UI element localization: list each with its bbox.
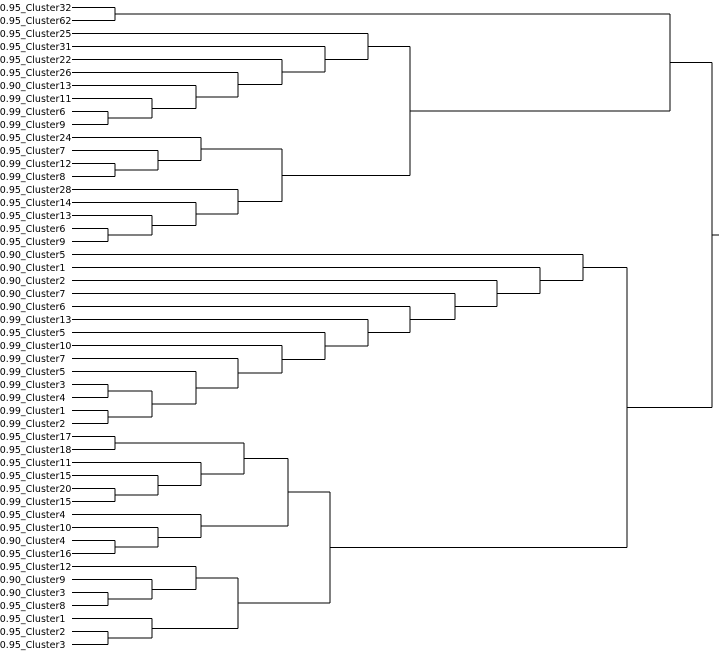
leaf-label: _0.95_Cluster32	[0, 3, 71, 14]
leaf-label: _0.99_Cluster13	[0, 315, 71, 326]
leaf-label: _0.95_Cluster13	[0, 211, 71, 222]
leaf-label: _0.95_Cluster20	[0, 484, 71, 495]
leaf-label: _0.95_Cluster6	[0, 224, 65, 235]
leaf-label: _0.99_Cluster2	[0, 419, 65, 430]
leaf-label: _0.99_Cluster7	[0, 354, 65, 365]
leaf-label: _0.99_Cluster10	[0, 341, 71, 352]
leaf-label: _0.95_Cluster9	[0, 237, 65, 248]
leaf-label: _0.95_Cluster17	[0, 432, 71, 443]
leaf-label: _0.99_Cluster1	[0, 406, 65, 417]
leaf-label: _0.95_Cluster3	[0, 640, 65, 651]
leaf-label: _0.95_Cluster14	[0, 198, 71, 209]
leaf-label: _0.99_Cluster11	[0, 94, 71, 105]
leaf-label: _0.90_Cluster2	[0, 276, 65, 287]
leaf-label: _0.95_Cluster8	[0, 601, 65, 612]
leaf-label: _0.90_Cluster6	[0, 302, 65, 313]
leaf-label: _0.95_Cluster25	[0, 29, 71, 40]
leaf-label: _0.95_Cluster15	[0, 471, 71, 482]
leaf-label: _0.99_Cluster15	[0, 497, 71, 508]
leaf-label: _0.95_Cluster24	[0, 133, 71, 144]
leaf-label: _0.90_Cluster13	[0, 81, 71, 92]
leaf-label: _0.95_Cluster1	[0, 614, 65, 625]
leaf-label: _0.90_Cluster3	[0, 588, 65, 599]
leaf-label: _0.90_Cluster1	[0, 263, 65, 274]
leaf-label: _0.95_Cluster2	[0, 627, 65, 638]
leaf-label: _0.95_Cluster62	[0, 16, 71, 27]
leaf-label: _0.90_Cluster9	[0, 575, 65, 586]
leaf-label: _0.90_Cluster7	[0, 289, 65, 300]
branches	[72, 7, 719, 645]
leaf-label: _0.99_Cluster5	[0, 367, 65, 378]
leaf-label: _0.95_Cluster10	[0, 523, 71, 534]
leaf-label: _0.95_Cluster18	[0, 445, 71, 456]
leaf-label: _0.99_Cluster9	[0, 120, 65, 131]
leaf-label: _0.95_Cluster12	[0, 562, 71, 573]
leaf-label: _0.95_Cluster11	[0, 458, 71, 469]
leaf-label: _0.95_Cluster31	[0, 42, 71, 53]
leaf-label: _0.99_Cluster3	[0, 380, 65, 391]
leaf-label: _0.99_Cluster4	[0, 393, 65, 404]
leaf-label: _0.90_Cluster4	[0, 536, 65, 547]
leaf-label: _0.90_Cluster5	[0, 250, 65, 261]
leaf-label: _0.95_Cluster5	[0, 328, 65, 339]
leaf-label: _0.95_Cluster4	[0, 510, 65, 521]
leaf-label: _0.99_Cluster8	[0, 172, 65, 183]
leaf-label: _0.95_Cluster26	[0, 68, 71, 79]
leaf-label: _0.95_Cluster16	[0, 549, 71, 560]
leaf-label: _0.95_Cluster22	[0, 55, 71, 66]
leaf-label: _0.99_Cluster6	[0, 107, 65, 118]
leaf-label: _0.99_Cluster12	[0, 159, 71, 170]
leaf-labels: _0.95_Cluster32 _0.95_Cluster62 _0.95_Clus…	[0, 3, 71, 651]
leaf-label: _0.95_Cluster28	[0, 185, 71, 196]
leaf-label: _0.95_Cluster7	[0, 146, 65, 157]
